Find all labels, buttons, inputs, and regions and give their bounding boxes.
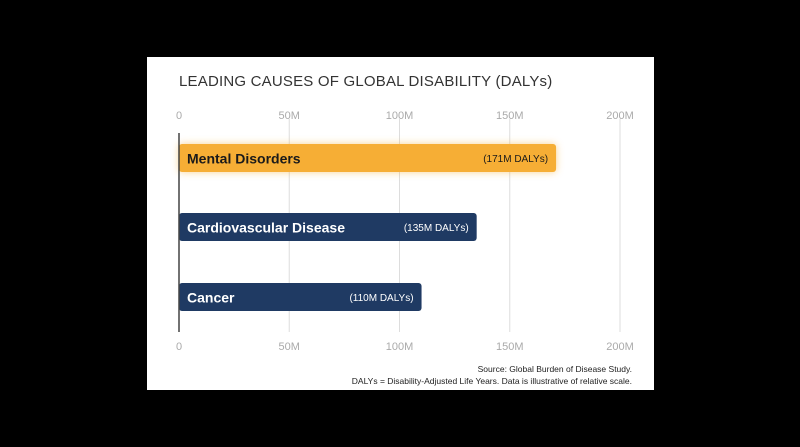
bar-value-label: (135M DALYs) <box>404 223 469 234</box>
bar <box>179 213 477 241</box>
bar <box>179 283 422 311</box>
bar <box>179 144 557 172</box>
x-tick-label-top: 200M <box>606 110 634 122</box>
bar-category-label: Mental Disorders <box>187 151 301 167</box>
bar-value-label: (110M DALYs) <box>349 293 413 304</box>
x-tick-label-bottom: 200M <box>606 341 634 353</box>
source-note: Source: Global Burden of Disease Study. <box>477 364 632 374</box>
chart-title: LEADING CAUSES OF GLOBAL DISABILITY (DAL… <box>179 73 553 90</box>
x-tick-label-bottom: 100M <box>386 341 414 353</box>
footnote: DALYs = Disability-Adjusted Life Years. … <box>351 376 632 386</box>
bar-category-label: Cancer <box>187 290 235 306</box>
x-tick-label-top: 150M <box>496 110 524 122</box>
x-tick-label-top: 100M <box>386 110 414 122</box>
bar-value-label: (171M DALYs) <box>483 154 548 165</box>
bar-category-label: Cardiovascular Disease <box>187 220 345 236</box>
chart-card: LEADING CAUSES OF GLOBAL DISABILITY (DAL… <box>147 57 654 390</box>
x-tick-label-top: 0 <box>176 110 182 122</box>
x-tick-label-bottom: 0 <box>176 341 182 353</box>
x-tick-label-top: 50M <box>279 110 300 122</box>
bar-chart: 0 0 50M 50M 100M 100M 150M 150M 200M 200M Mental D… <box>176 110 634 353</box>
x-tick-label-bottom: 50M <box>279 341 300 353</box>
x-tick-label-bottom: 150M <box>496 341 524 353</box>
